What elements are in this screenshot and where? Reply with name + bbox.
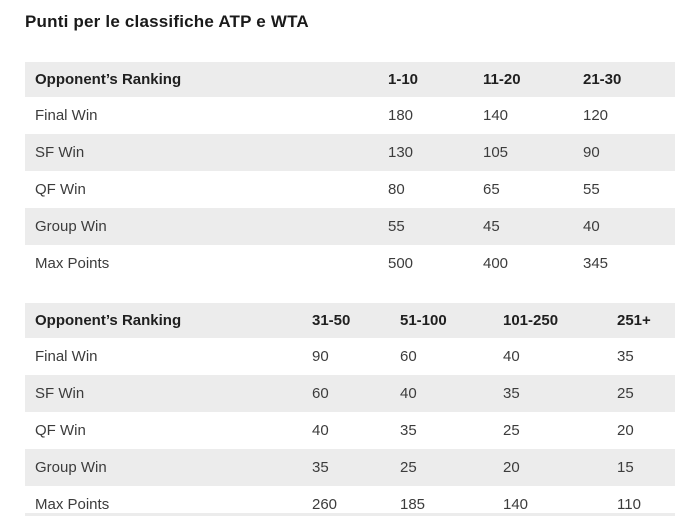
table-cell: 60 bbox=[400, 348, 417, 365]
table-cell: 20 bbox=[617, 422, 634, 439]
row-label: Max Points bbox=[35, 496, 110, 513]
row-label: QF Win bbox=[35, 422, 86, 439]
row-label: Group Win bbox=[35, 459, 107, 476]
row-label: Final Win bbox=[35, 348, 98, 365]
header-cell-opponents-ranking: Opponent’s Ranking bbox=[35, 312, 182, 329]
table-cell: 45 bbox=[483, 218, 500, 235]
table-row-final-win: Final Win 90 60 40 35 bbox=[25, 338, 675, 375]
table-cell: 140 bbox=[483, 107, 509, 124]
table-cell: 40 bbox=[312, 422, 329, 439]
table-cell: 60 bbox=[312, 385, 329, 402]
table-cell: 35 bbox=[617, 348, 634, 365]
header-cell-31-50: 31-50 bbox=[312, 312, 351, 329]
table-cell: 20 bbox=[503, 459, 520, 476]
page-title: Punti per le classifiche ATP e WTA bbox=[25, 12, 309, 31]
table-cell: 105 bbox=[483, 144, 509, 161]
table-cell: 110 bbox=[617, 496, 641, 513]
row-label: Group Win bbox=[35, 218, 107, 235]
table-cell: 40 bbox=[400, 385, 417, 402]
table-cell: 90 bbox=[312, 348, 329, 365]
row-label: Max Points bbox=[35, 255, 110, 272]
table-cell: 25 bbox=[617, 385, 634, 402]
table-cell: 55 bbox=[583, 181, 600, 198]
table-row-sf-win: SF Win 60 40 35 25 bbox=[25, 375, 675, 412]
table-cell: 140 bbox=[503, 496, 529, 513]
table-cell: 345 bbox=[583, 255, 609, 272]
table-cell: 35 bbox=[503, 385, 520, 402]
table-row-final-win: Final Win 180 140 120 bbox=[25, 97, 675, 134]
table-row-max-points: Max Points 500 400 345 bbox=[25, 245, 675, 282]
cutoff-next-row-strip bbox=[25, 513, 675, 516]
table-cell: 260 bbox=[312, 496, 338, 513]
table-cell: 40 bbox=[583, 218, 600, 235]
header-cell-11-20: 11-20 bbox=[483, 71, 521, 88]
points-table-rank-31-plus: Opponent’s Ranking 31-50 51-100 101-250 … bbox=[25, 303, 675, 523]
table-row-qf-win: QF Win 40 35 25 20 bbox=[25, 412, 675, 449]
row-label: Final Win bbox=[35, 107, 98, 124]
table-header-row: Opponent’s Ranking 1-10 11-20 21-30 bbox=[25, 62, 675, 97]
table-cell: 185 bbox=[400, 496, 426, 513]
header-cell-251-plus: 251+ bbox=[617, 312, 651, 329]
table-cell: 25 bbox=[400, 459, 417, 476]
table-cell: 35 bbox=[400, 422, 417, 439]
table-header-row: Opponent’s Ranking 31-50 51-100 101-250 … bbox=[25, 303, 675, 338]
table-row-sf-win: SF Win 130 105 90 bbox=[25, 134, 675, 171]
table-row-qf-win: QF Win 80 65 55 bbox=[25, 171, 675, 208]
table-cell: 90 bbox=[583, 144, 600, 161]
header-cell-51-100: 51-100 bbox=[400, 312, 447, 329]
table-row-group-win: Group Win 35 25 20 15 bbox=[25, 449, 675, 486]
row-label: SF Win bbox=[35, 385, 85, 402]
header-cell-1-10: 1-10 bbox=[388, 71, 419, 88]
table-cell: 120 bbox=[583, 107, 609, 124]
row-label: SF Win bbox=[35, 144, 85, 161]
table-cell: 35 bbox=[312, 459, 329, 476]
header-cell-21-30: 21-30 bbox=[583, 71, 622, 88]
header-cell-101-250: 101-250 bbox=[503, 312, 559, 329]
table-cell: 400 bbox=[483, 255, 509, 272]
row-label: QF Win bbox=[35, 181, 86, 198]
table-cell: 80 bbox=[388, 181, 405, 198]
table-cell: 55 bbox=[388, 218, 405, 235]
table-cell: 130 bbox=[388, 144, 414, 161]
table-row-group-win: Group Win 55 45 40 bbox=[25, 208, 675, 245]
points-table-rank-1-30: Opponent’s Ranking 1-10 11-20 21-30 Fina… bbox=[25, 62, 675, 282]
table-cell: 15 bbox=[617, 459, 634, 476]
header-cell-opponents-ranking: Opponent’s Ranking bbox=[35, 71, 182, 88]
table-cell: 180 bbox=[388, 107, 414, 124]
table-cell: 65 bbox=[483, 181, 500, 198]
table-cell: 40 bbox=[503, 348, 520, 365]
table-cell: 500 bbox=[388, 255, 414, 272]
table-cell: 25 bbox=[503, 422, 520, 439]
table-row-max-points: Max Points 260 185 140 110 bbox=[25, 486, 675, 523]
